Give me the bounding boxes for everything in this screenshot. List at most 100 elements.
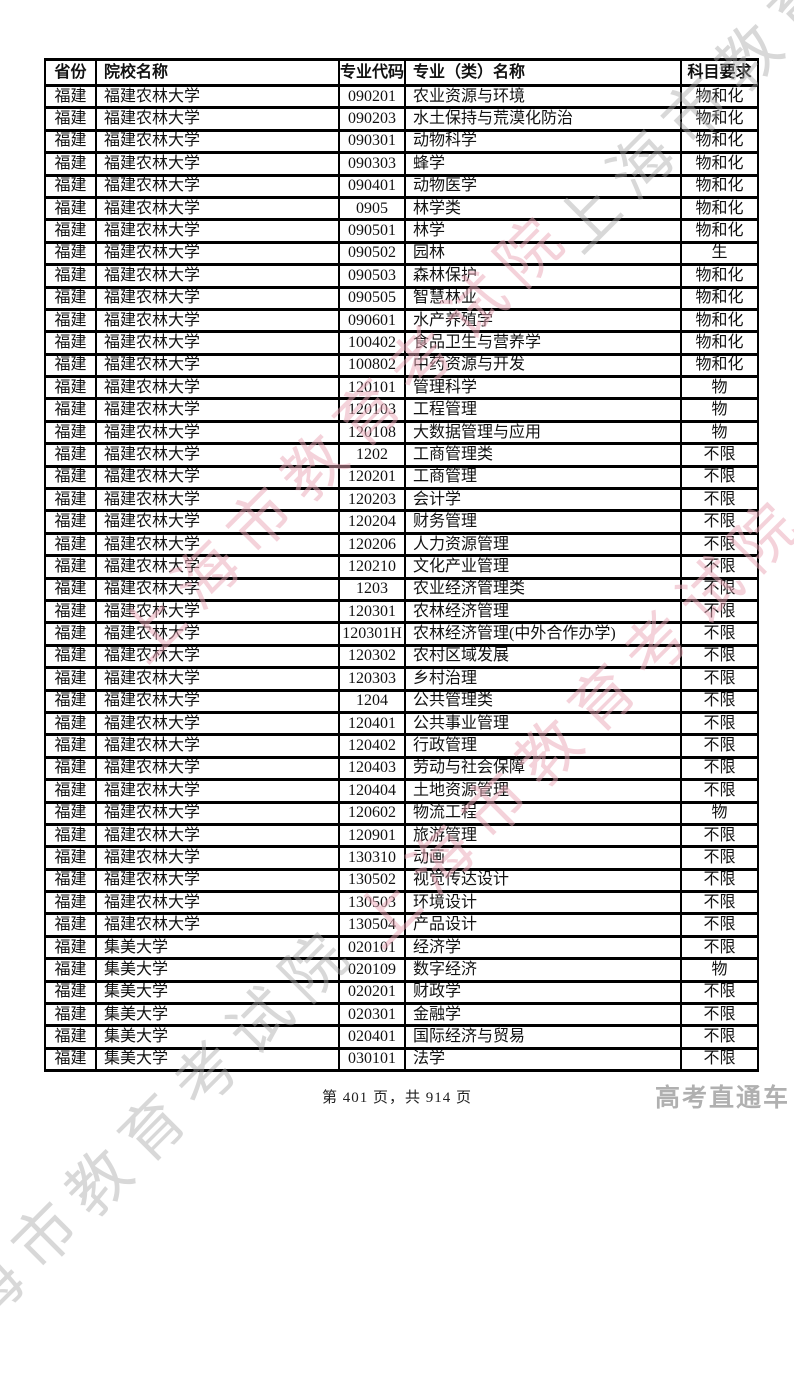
school-name-cell: 福建农林大学 bbox=[95, 531, 340, 558]
major-name-cell: 经济学 bbox=[404, 934, 682, 961]
table-row: 福建 福建农林大学 120204 财务管理 不限 bbox=[44, 509, 759, 535]
province-cell: 福建 bbox=[44, 352, 97, 379]
province-cell: 福建 bbox=[44, 710, 97, 737]
province-cell: 福建 bbox=[44, 643, 97, 670]
subject-requirement-cell: 物 bbox=[680, 957, 759, 983]
province-cell: 福建 bbox=[44, 1001, 97, 1028]
subject-requirement-cell: 物和化 bbox=[680, 151, 759, 177]
major-name-cell: 动画 bbox=[404, 845, 682, 871]
major-code-cell: 120301 bbox=[338, 598, 406, 625]
table-header-row: 省份 院校名称 专业代码 专业（类）名称 科目要求 bbox=[44, 58, 759, 87]
major-name-cell: 农林经济管理(中外合作办学) bbox=[404, 621, 682, 647]
school-name-cell: 福建农林大学 bbox=[95, 666, 340, 692]
school-name-cell: 福建农林大学 bbox=[95, 195, 340, 222]
school-name-cell: 福建农林大学 bbox=[95, 218, 340, 244]
column-header-major-code: 专业代码 bbox=[338, 58, 406, 87]
table-row: 福建 福建农林大学 130503 环境设计 不限 bbox=[44, 890, 759, 916]
major-code-cell: 020401 bbox=[338, 1024, 406, 1050]
major-code-cell: 090301 bbox=[338, 128, 406, 155]
major-name-cell: 中药资源与开发 bbox=[404, 352, 682, 379]
subject-requirement-cell: 不限 bbox=[680, 778, 759, 804]
table-row: 福建 福建农林大学 120201 工商管理 不限 bbox=[44, 464, 759, 491]
table-row: 福建 福建农林大学 1204 公共管理类 不限 bbox=[44, 688, 759, 714]
school-name-cell: 福建农林大学 bbox=[95, 890, 340, 916]
major-name-cell: 水产养殖学 bbox=[404, 307, 682, 334]
school-name-cell: 福建农林大学 bbox=[95, 307, 340, 334]
table-row: 福建 福建农林大学 100802 中药资源与开发 物和化 bbox=[44, 352, 759, 379]
major-name-cell: 森林保护 bbox=[404, 263, 682, 289]
table-row: 福建 集美大学 020301 金融学 不限 bbox=[44, 1001, 759, 1028]
major-name-cell: 动物医学 bbox=[404, 173, 682, 199]
subject-requirement-cell: 不限 bbox=[680, 755, 759, 782]
major-code-cell: 120401 bbox=[338, 710, 406, 737]
table-row: 福建 福建农林大学 120203 会计学 不限 bbox=[44, 487, 759, 513]
table-row: 福建 福建农林大学 120402 行政管理 不限 bbox=[44, 733, 759, 759]
major-name-cell: 土地资源管理 bbox=[404, 778, 682, 804]
subject-requirement-cell: 不限 bbox=[680, 576, 759, 603]
major-code-cell: 120103 bbox=[338, 397, 406, 423]
major-name-cell: 会计学 bbox=[404, 487, 682, 513]
major-code-cell: 130502 bbox=[338, 867, 406, 894]
table-row: 福建 集美大学 020101 经济学 不限 bbox=[44, 934, 759, 961]
province-cell: 福建 bbox=[44, 173, 97, 199]
major-name-cell: 蜂学 bbox=[404, 151, 682, 177]
major-name-cell: 行政管理 bbox=[404, 733, 682, 759]
subject-requirement-cell: 不限 bbox=[680, 890, 759, 916]
province-cell: 福建 bbox=[44, 240, 97, 267]
school-name-cell: 福建农林大学 bbox=[95, 621, 340, 647]
table-row: 福建 福建农林大学 120101 管理科学物 bbox=[44, 375, 759, 401]
table-row: 福建 福建农林大学 120901 旅游管理 不限 bbox=[44, 822, 759, 849]
subject-requirement-cell: 不限 bbox=[680, 867, 759, 894]
major-name-cell: 财政学 bbox=[404, 979, 682, 1006]
table-row: 福建 福建农林大学 090503 森林保护 物和化 bbox=[44, 263, 759, 289]
table-row: 福建 福建农林大学 0905 林学类 物和化 bbox=[44, 195, 759, 222]
school-name-cell: 福建农林大学 bbox=[95, 845, 340, 871]
major-name-cell: 林学类 bbox=[404, 195, 682, 222]
school-name-cell: 福建农林大学 bbox=[95, 576, 340, 603]
province-cell: 福建 bbox=[44, 934, 97, 961]
subject-requirement-cell: 生 bbox=[680, 240, 759, 267]
table-row: 福建 福建农林大学 090502 园林生 bbox=[44, 240, 759, 267]
school-name-cell: 集美大学 bbox=[95, 1001, 340, 1028]
province-cell: 福建 bbox=[44, 218, 97, 244]
subject-requirement-cell: 不限 bbox=[680, 598, 759, 625]
subject-requirement-cell: 不限 bbox=[680, 487, 759, 513]
major-name-cell: 农村区域发展 bbox=[404, 643, 682, 670]
major-name-cell: 大数据管理与应用 bbox=[404, 419, 682, 446]
major-name-cell: 物流工程 bbox=[404, 800, 682, 826]
province-cell: 福建 bbox=[44, 621, 97, 647]
major-name-cell: 环境设计 bbox=[404, 890, 682, 916]
subject-requirement-cell: 不限 bbox=[680, 509, 759, 535]
majors-table-container: 省份 院校名称 专业代码 专业（类）名称 科目要求 福建 福建农林大学 090201… bbox=[44, 58, 759, 1073]
province-cell: 福建 bbox=[44, 598, 97, 625]
table-row: 福建 福建农林大学 120103 工程管理物 bbox=[44, 397, 759, 423]
major-code-cell: 090501 bbox=[338, 218, 406, 244]
table-row: 福建 福建农林大学 090401 动物医学 物和化 bbox=[44, 173, 759, 199]
province-cell: 福建 bbox=[44, 285, 97, 311]
major-name-cell: 农业经济管理类 bbox=[404, 576, 682, 603]
major-name-cell: 文化产业管理 bbox=[404, 554, 682, 580]
school-name-cell: 集美大学 bbox=[95, 1046, 340, 1073]
major-name-cell: 视觉传达设计 bbox=[404, 867, 682, 894]
majors-table: 省份 院校名称 专业代码 专业（类）名称 科目要求 福建 福建农林大学 090201… bbox=[44, 58, 759, 1073]
major-name-cell: 农业资源与环境 bbox=[404, 83, 682, 110]
province-cell: 福建 bbox=[44, 397, 97, 423]
subject-requirement-cell: 物和化 bbox=[680, 285, 759, 311]
school-name-cell: 福建农林大学 bbox=[95, 509, 340, 535]
subject-requirement-cell: 物 bbox=[680, 419, 759, 446]
school-name-cell: 福建农林大学 bbox=[95, 397, 340, 423]
table-row: 福建 福建农林大学 120401 公共事业管理 不限 bbox=[44, 710, 759, 737]
school-name-cell: 福建农林大学 bbox=[95, 285, 340, 311]
subject-requirement-cell: 物和化 bbox=[680, 352, 759, 379]
major-code-cell: 090502 bbox=[338, 240, 406, 267]
subject-requirement-cell: 物和化 bbox=[680, 128, 759, 155]
major-code-cell: 130504 bbox=[338, 912, 406, 938]
table-row: 福建 福建农林大学 120303 乡村治理 不限 bbox=[44, 666, 759, 692]
province-cell: 福建 bbox=[44, 755, 97, 782]
subject-requirement-cell: 不限 bbox=[680, 710, 759, 737]
major-name-cell: 产品设计 bbox=[404, 912, 682, 938]
table-row: 福建 集美大学 030101 法学 不限 bbox=[44, 1046, 759, 1073]
major-name-cell: 人力资源管理 bbox=[404, 531, 682, 558]
major-code-cell: 090601 bbox=[338, 307, 406, 334]
table-row: 福建 福建农林大学 120108 大数据管理与应用物 bbox=[44, 419, 759, 446]
